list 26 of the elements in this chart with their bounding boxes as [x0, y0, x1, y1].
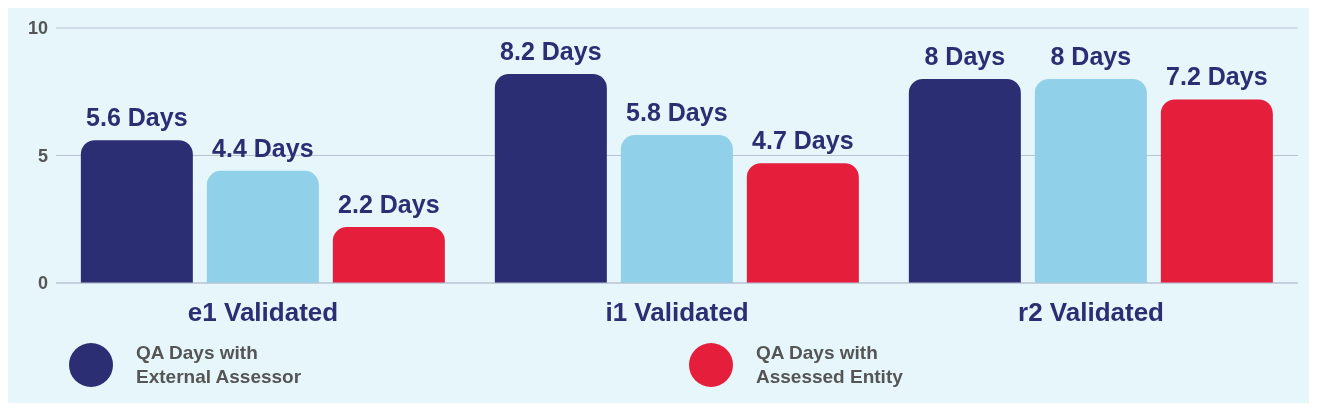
bar — [1160, 99, 1273, 283]
legend-label: QA Days with Assessed Entity — [756, 341, 904, 389]
y-tick-label: 10 — [27, 18, 48, 39]
data-label: 4.7 Days — [752, 126, 854, 155]
bar — [1034, 79, 1147, 283]
x-tick-label: i1 Validated — [605, 297, 749, 327]
y-tick-label: 0 — [37, 273, 48, 294]
bar — [908, 79, 1021, 283]
bar — [332, 226, 445, 283]
data-label: 8 Days — [1050, 42, 1132, 70]
data-label: 8.2 Days — [500, 36, 602, 65]
bar — [494, 73, 607, 283]
data-label: 7.2 Days — [1166, 62, 1268, 91]
y-tick-label: 5 — [37, 145, 48, 166]
bar — [80, 140, 193, 283]
data-label: 2.2 Days — [338, 189, 440, 218]
legend-label: QA Days with External Assessor — [136, 341, 303, 389]
x-tick-label: r2 Validated — [1018, 297, 1164, 327]
data-label: 4.4 Days — [212, 133, 314, 162]
x-tick-label: e1 Validated — [187, 297, 339, 327]
data-label: 5.8 Days — [626, 98, 728, 127]
data-label: 8 Days — [924, 42, 1006, 70]
data-label: 5.6 Days — [86, 103, 188, 132]
bar — [620, 135, 733, 283]
bar — [746, 163, 859, 283]
bar — [206, 170, 319, 283]
